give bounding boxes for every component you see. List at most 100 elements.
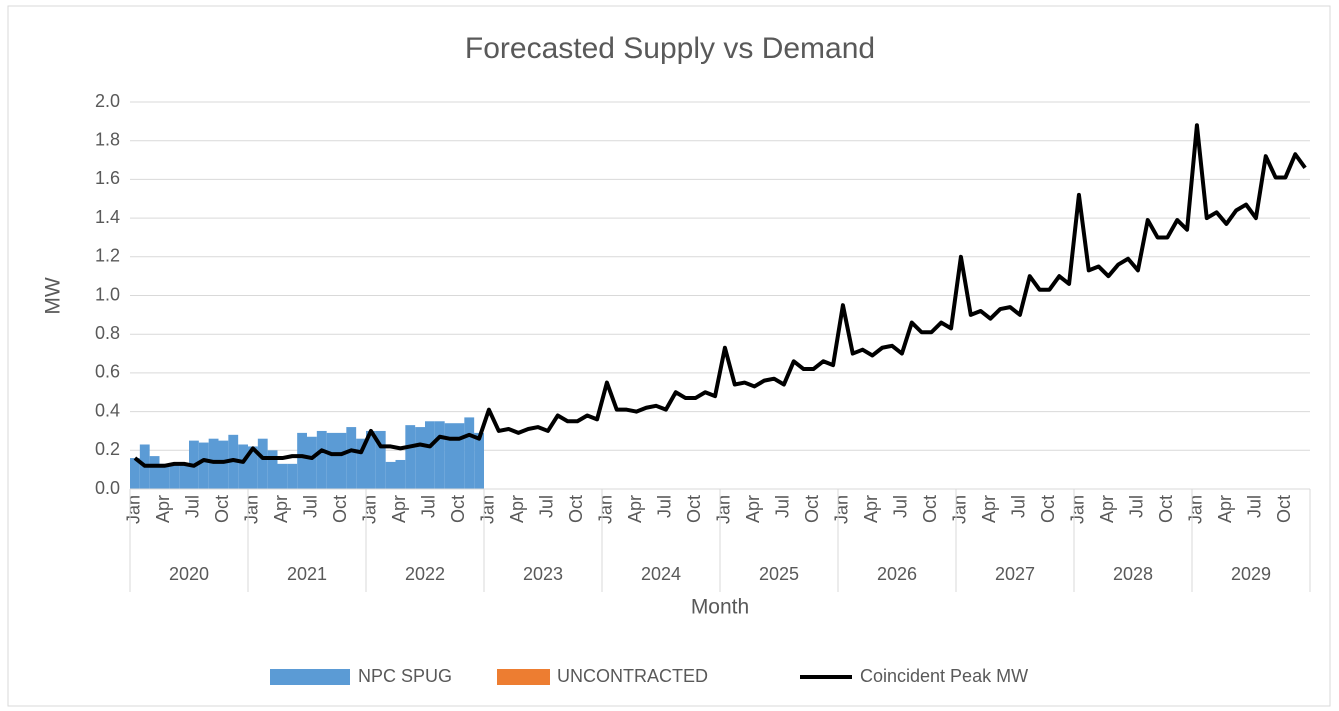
legend-label: Coincident Peak MW [860, 666, 1028, 686]
x-tick-label: Oct [566, 495, 586, 523]
bar [415, 427, 425, 489]
x-axis-title: Month [691, 596, 749, 619]
legend-label: NPC SPUG [358, 666, 452, 686]
group-label: 2026 [877, 564, 917, 584]
bar [198, 442, 209, 489]
group-label: 2022 [405, 564, 445, 584]
bar [248, 446, 258, 489]
bar [474, 432, 484, 489]
x-tick-label: Oct [1038, 495, 1058, 523]
chart-frame [7, 5, 1331, 707]
bar [444, 423, 455, 489]
x-tick-label: Jul [419, 495, 439, 518]
x-tick-label: Jan [360, 495, 380, 524]
x-tick-label: Oct [684, 495, 704, 523]
bar [218, 440, 229, 489]
x-tick-label: Apr [1215, 495, 1235, 523]
line [133, 123, 1307, 468]
x-tick-label: Apr [271, 495, 291, 523]
x-tick-label: Oct [448, 495, 468, 523]
bar [356, 438, 366, 489]
bar [336, 432, 347, 489]
x-tick-label: Oct [330, 495, 350, 523]
x-tick-label: Oct [802, 495, 822, 523]
y-axis-title: MW [42, 277, 65, 314]
bar [434, 421, 445, 489]
group-label: 2020 [169, 564, 209, 584]
y-tick-label: 0.8 [95, 323, 120, 343]
legend-swatch [497, 669, 550, 685]
x-tick-label: Jul [537, 495, 557, 518]
bar [159, 463, 170, 489]
bar [366, 430, 376, 489]
x-tick-label: Apr [1097, 495, 1117, 523]
x-tick-label: Jul [301, 495, 321, 518]
bar [130, 458, 140, 489]
x-tick-label: Oct [1156, 495, 1176, 523]
bar [405, 425, 416, 489]
y-tick-label: 0.4 [95, 400, 120, 420]
bar [395, 459, 406, 489]
bar [346, 427, 357, 489]
bar [385, 461, 396, 489]
x-tick-label: Jan [714, 495, 734, 524]
bar [169, 463, 180, 489]
x-tick-label: Jul [1127, 495, 1147, 518]
bar [297, 432, 307, 489]
x-tick-label: Jul [183, 495, 203, 518]
x-tick-label: Jan [242, 495, 262, 524]
y-tick-label: 2.0 [95, 91, 120, 111]
bar [149, 456, 160, 489]
y-tick-label: 1.8 [95, 129, 120, 149]
y-tick-label: 1.2 [95, 246, 120, 266]
chart-title: Forecasted Supply vs Demand [465, 32, 875, 65]
bar [454, 423, 465, 489]
x-tick-label: Oct [920, 495, 940, 523]
x-tick-label: Jul [655, 495, 675, 518]
x-tick-label: Jan [478, 495, 498, 524]
x-tick-label: Apr [625, 495, 645, 523]
x-tick-label: Jan [1186, 495, 1206, 524]
group-label: 2021 [287, 564, 327, 584]
group-label: 2025 [759, 564, 799, 584]
bar [464, 417, 475, 489]
x-tick-label: Apr [743, 495, 763, 523]
x-tick-label: Jul [773, 495, 793, 518]
x-tick-label: Oct [212, 495, 232, 523]
group-label: 2028 [1113, 564, 1153, 584]
x-tick-label: Jul [891, 495, 911, 518]
bar [326, 432, 337, 489]
y-tick-label: 0.2 [95, 439, 120, 459]
x-tick-label: Oct [1274, 495, 1294, 523]
x-tick-label: Jan [124, 495, 144, 524]
group-label: 2024 [641, 564, 681, 584]
bar [425, 421, 435, 489]
bar [267, 450, 278, 489]
x-tick-label: Jan [1068, 495, 1088, 524]
x-tick-label: Jul [1009, 495, 1029, 518]
legend-swatch [270, 669, 350, 685]
group-label: 2023 [523, 564, 563, 584]
bar [179, 463, 189, 489]
x-tick-label: Apr [979, 495, 999, 523]
bar [257, 438, 268, 489]
x-tick-label: Apr [861, 495, 881, 523]
x-tick-label: Apr [389, 495, 409, 523]
bar [316, 430, 327, 489]
group-label: 2029 [1231, 564, 1271, 584]
bar [238, 444, 248, 489]
x-tick-label: Jan [596, 495, 616, 524]
bar [375, 430, 386, 489]
x-tick-label: Jul [1245, 495, 1265, 518]
x-tick-label: Apr [507, 495, 527, 523]
group-label: 2027 [995, 564, 1035, 584]
y-tick-label: 0.6 [95, 362, 120, 382]
y-tick-label: 0.0 [95, 478, 120, 498]
y-tick-label: 1.6 [95, 168, 120, 188]
x-tick-label: Jan [950, 495, 970, 524]
legend-label: UNCONTRACTED [557, 666, 708, 686]
x-tick-label: Jan [832, 495, 852, 524]
x-tick-label: Apr [153, 495, 173, 523]
bar [307, 436, 317, 489]
